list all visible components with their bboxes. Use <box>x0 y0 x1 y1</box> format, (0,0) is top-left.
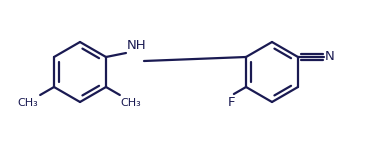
Text: CH₃: CH₃ <box>18 98 38 108</box>
Text: NH: NH <box>127 39 147 52</box>
Text: N: N <box>325 51 335 63</box>
Text: CH₃: CH₃ <box>121 98 142 108</box>
Text: F: F <box>228 96 236 109</box>
